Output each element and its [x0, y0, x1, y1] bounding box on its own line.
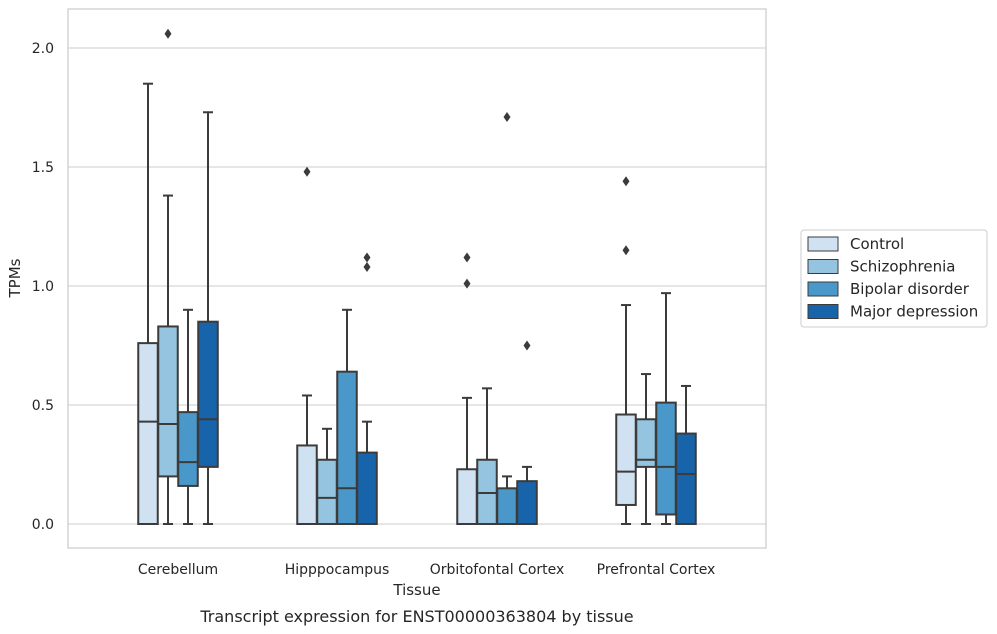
legend-swatch [807, 304, 839, 319]
outlier-point [503, 112, 511, 123]
box-body [476, 458, 498, 525]
y-tick-label: 0.0 [32, 517, 54, 533]
box-groups [137, 28, 697, 526]
box-bipolar-disorder [655, 292, 677, 525]
y-axis-label: TPMs [6, 258, 24, 298]
box-body [157, 325, 179, 478]
box-control [137, 82, 159, 525]
legend-label: Bipolar disorder [850, 280, 970, 298]
y-tick-label: 1.0 [32, 279, 54, 295]
legend-swatch [807, 259, 839, 274]
box-major-depression [197, 111, 219, 525]
x-axis-label: Tissue [392, 581, 440, 599]
outlier-point [463, 252, 471, 263]
legend-label: Major depression [850, 303, 978, 321]
box-body [615, 413, 637, 506]
box-schizophrenia [476, 387, 498, 525]
box-schizophrenia [635, 373, 657, 525]
outlier-point [363, 252, 371, 263]
box-body [296, 444, 318, 525]
box-body [336, 370, 358, 525]
x-tick-labels: Cerebellum Hipppocampus Orbitofontal Corte… [138, 562, 715, 578]
legend-frame [800, 229, 988, 328]
x-tick-label: Hipppocampus [285, 562, 390, 578]
legend: Control Schizophrenia Bipolar disorder Majo… [800, 229, 988, 328]
outlier-point [622, 245, 630, 256]
x-tick-label: Prefrontal Cortex [597, 562, 716, 578]
legend-swatch [807, 236, 839, 252]
outlier-point [622, 176, 630, 187]
outlier-point [523, 340, 531, 351]
box-major-depression [356, 252, 378, 526]
y-tick-label: 0.5 [32, 398, 54, 414]
box-body [675, 432, 697, 525]
box-body [197, 320, 219, 468]
y-tick-label: 2.0 [32, 41, 54, 57]
box-body [456, 468, 478, 526]
chart-caption: Transcript expression for ENST0000036380… [199, 607, 633, 626]
box-body [177, 411, 199, 487]
legend-swatch [807, 281, 839, 297]
y-tick-labels: 0.0 0.5 1.0 1.5 2.0 [32, 41, 54, 533]
box-body [496, 487, 518, 525]
box-bipolar-disorder [336, 308, 358, 525]
outlier-point [164, 28, 172, 39]
x-tick-label: Cerebellum [138, 562, 218, 578]
box-control [615, 176, 637, 525]
box-body [655, 401, 677, 516]
x-tick-label: Orbitofontal Cortex [430, 562, 565, 578]
outlier-point [363, 261, 371, 272]
box-body [316, 458, 338, 525]
box-major-depression [516, 340, 538, 526]
box-schizophrenia [316, 427, 338, 525]
box-body [516, 480, 538, 526]
y-tick-label: 1.5 [32, 160, 54, 176]
outlier-point [463, 278, 471, 289]
box-schizophrenia [157, 28, 179, 525]
outlier-point [303, 166, 311, 177]
legend-label: Schizophrenia [850, 258, 955, 276]
box-major-depression [675, 384, 697, 525]
box-body [356, 451, 378, 526]
box-body [137, 342, 159, 525]
legend-label: Control [850, 235, 904, 253]
